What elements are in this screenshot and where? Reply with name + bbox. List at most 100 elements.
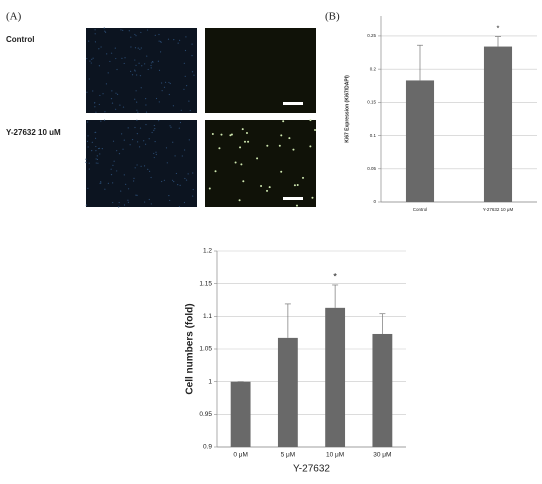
x-axis-title: Y-27632	[293, 464, 330, 475]
speckle	[151, 131, 153, 134]
speckle	[161, 90, 163, 92]
speckle	[110, 97, 113, 100]
speckle	[148, 198, 150, 201]
speckle	[282, 120, 285, 123]
speckle	[169, 125, 171, 127]
speckle	[242, 180, 245, 183]
speckle	[131, 138, 134, 141]
y-tick-label: 0.9	[203, 444, 212, 451]
speckle	[114, 47, 116, 49]
speckle	[266, 189, 269, 192]
speckle	[100, 120, 102, 122]
speckle	[98, 147, 101, 149]
speckle	[147, 168, 149, 170]
speckle	[143, 165, 146, 167]
speckle	[157, 60, 160, 62]
speckle	[85, 204, 88, 206]
speckle	[146, 29, 149, 31]
speckle	[166, 162, 168, 164]
speckle	[103, 119, 106, 121]
speckle	[155, 151, 157, 153]
speckle	[94, 33, 96, 35]
speckle	[240, 163, 243, 166]
speckle	[178, 205, 181, 208]
speckle	[147, 68, 149, 71]
speckle	[295, 204, 298, 207]
speckle	[107, 182, 109, 184]
speckle	[140, 165, 142, 167]
speckle	[288, 137, 291, 140]
speckle	[138, 62, 140, 64]
speckle	[88, 168, 90, 170]
speckle	[136, 101, 138, 103]
speckle	[134, 59, 136, 61]
speckle	[136, 74, 138, 76]
speckle	[268, 186, 271, 189]
speckle	[191, 55, 193, 57]
speckle	[88, 162, 90, 164]
speckle	[158, 40, 160, 42]
speckle	[106, 53, 108, 55]
speckle	[111, 90, 113, 92]
speckle	[102, 93, 104, 95]
speckle	[256, 157, 259, 160]
speckle	[116, 150, 118, 152]
significance-marker: *	[333, 271, 337, 282]
speckle	[88, 78, 90, 80]
speckle	[135, 194, 137, 196]
speckle	[193, 74, 195, 76]
speckle	[100, 181, 102, 183]
speckle	[230, 133, 233, 136]
speckle	[104, 188, 106, 190]
speckle	[292, 148, 295, 151]
speckle	[187, 173, 189, 175]
speckle	[115, 57, 117, 60]
speckle	[91, 58, 93, 60]
speckle	[189, 109, 191, 112]
micrograph	[86, 28, 197, 113]
speckle	[220, 133, 223, 136]
speckle	[96, 158, 99, 161]
speckle	[159, 51, 162, 53]
y-tick-label: 0	[373, 199, 376, 204]
speckle	[127, 199, 129, 201]
y-axis-title: Cell numbers (fold)	[185, 303, 196, 394]
speckle	[241, 128, 244, 131]
speckle	[136, 133, 138, 135]
speckle	[98, 103, 100, 106]
speckle	[296, 184, 299, 187]
scale-bar	[283, 197, 303, 200]
speckle	[123, 174, 125, 176]
speckle	[148, 170, 151, 172]
speckle	[134, 69, 136, 71]
speckle	[104, 31, 107, 33]
speckle	[99, 153, 101, 155]
speckle	[160, 82, 163, 84]
speckle	[111, 102, 114, 104]
bar	[230, 381, 251, 447]
speckle	[179, 121, 182, 124]
speckle	[150, 64, 152, 67]
speckle	[184, 75, 186, 77]
y-tick-label: 1.2	[203, 248, 212, 255]
speckle	[123, 139, 125, 141]
speckle	[148, 138, 150, 140]
speckle	[153, 129, 155, 131]
speckle	[92, 90, 94, 92]
speckle	[120, 190, 122, 192]
row-label: Y-27632 10 uM	[6, 128, 61, 137]
speckle	[140, 31, 142, 34]
micrographs	[85, 27, 317, 208]
speckle	[136, 164, 138, 166]
speckle	[134, 70, 136, 72]
y-tick-label: 0.2	[370, 66, 377, 71]
speckle	[95, 150, 97, 152]
speckle	[144, 201, 146, 203]
speckle	[137, 141, 139, 143]
speckle	[87, 146, 89, 148]
speckle	[184, 177, 186, 180]
speckle	[167, 38, 170, 40]
y-tick-label: 0.05	[367, 166, 376, 171]
speckle	[95, 145, 97, 148]
speckle	[137, 111, 139, 113]
